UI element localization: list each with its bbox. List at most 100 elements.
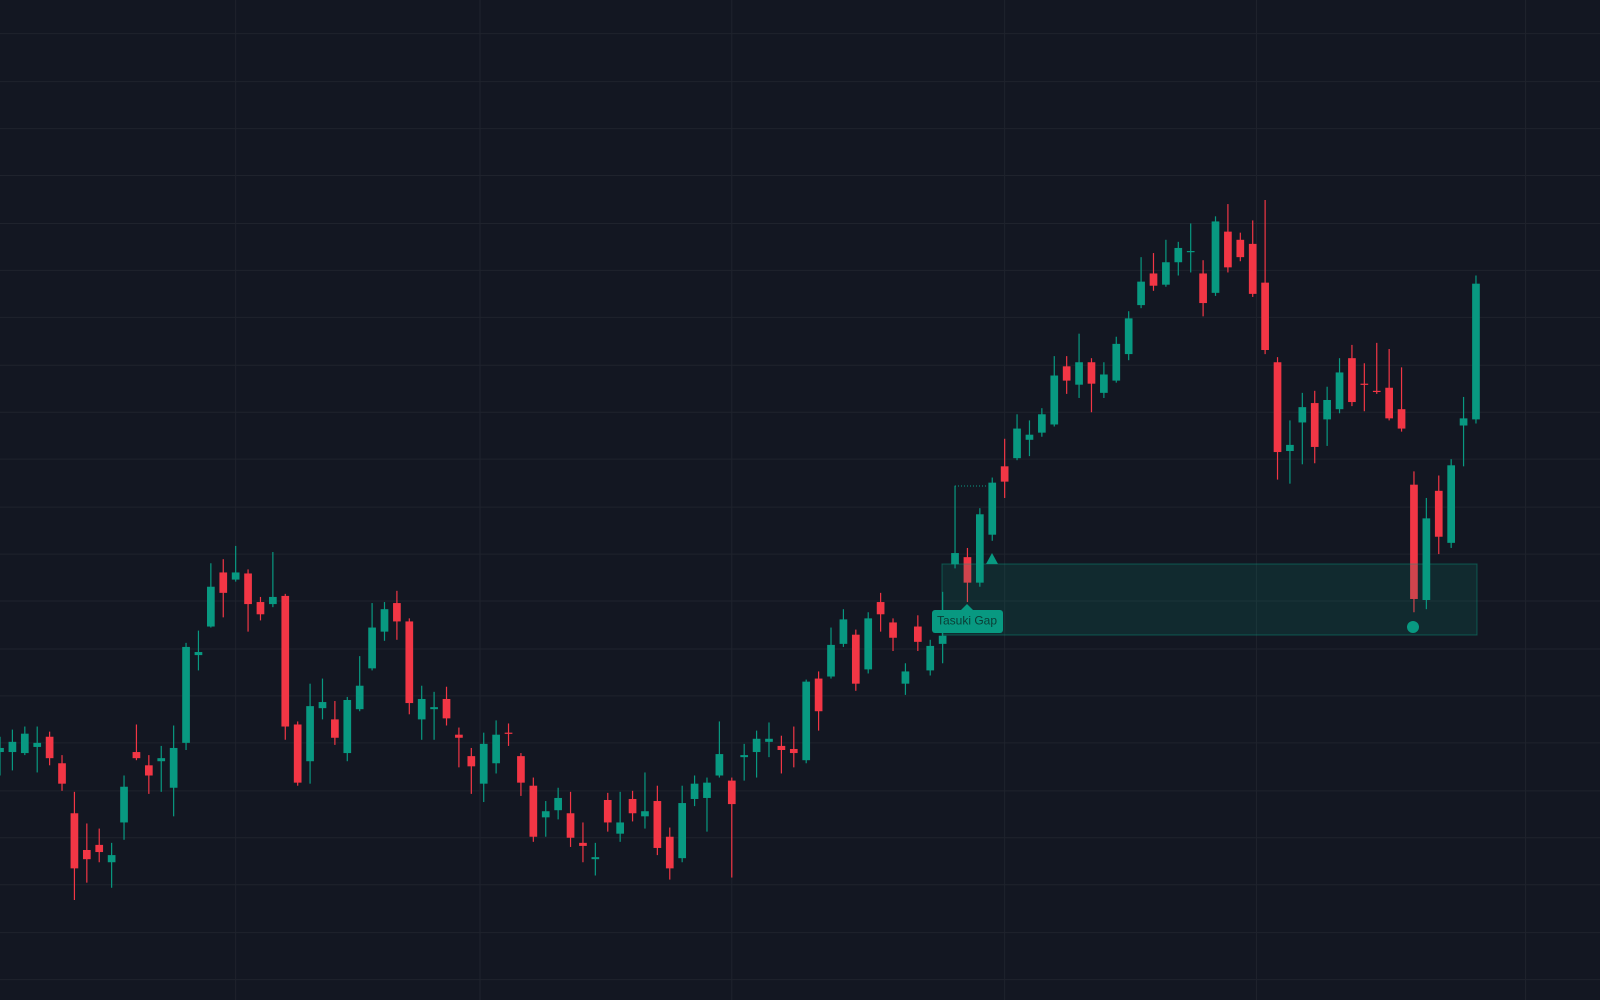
candle-body [839,619,848,644]
candle-body [889,622,897,638]
candle-body [1385,387,1393,419]
candle-body [417,698,426,720]
candle-body [690,783,699,799]
candle-body [876,602,885,615]
candle-body [231,572,240,580]
candle-body [219,572,228,593]
candle-body [1372,390,1381,393]
candle-body [1013,428,1021,459]
pattern-label[interactable]: Tasuki Gap [937,614,997,628]
candle-body [169,747,178,788]
candle-body [95,844,104,853]
candle-body [988,482,997,535]
candle-body [1472,283,1480,420]
candle-body [107,855,116,863]
candle-body [715,754,724,776]
candle-body [1397,409,1406,429]
candle-body [1186,251,1195,253]
candle-body [343,700,352,754]
candle-body [1038,414,1046,433]
candle-body [331,719,339,738]
pattern-marker [986,553,998,564]
candle-body [455,734,463,738]
candle-body [70,813,79,869]
candle-body [256,602,265,615]
candle-body [678,803,687,859]
candle-body [1236,239,1245,258]
candle-body [579,842,587,846]
label-box[interactable] [932,610,1003,633]
candle-body [529,785,538,837]
candle-body [1162,262,1170,285]
candle-body [976,514,984,583]
pattern-end-dot [1407,621,1419,633]
candles [0,200,1480,900]
candle-body [120,786,128,823]
candle-body [194,652,203,656]
candle-body [442,698,451,719]
candle-body [479,743,488,784]
pattern-overlay: Tasuki Gap [932,485,1478,636]
candle-body [1447,465,1456,543]
candle-body [355,685,364,710]
candle-body [752,738,761,753]
candle-body [306,706,314,762]
candle-body [504,732,513,734]
candle-body [1286,444,1294,452]
candle-body [951,553,959,565]
candle-body [430,707,438,710]
candle-body [926,645,935,671]
candle-body [1149,273,1158,286]
candle-body [628,798,637,814]
candle-body [318,702,327,709]
candle-body [1360,383,1369,385]
candle-body [1100,374,1108,393]
candle-body [566,813,575,838]
candle-body [1075,362,1083,385]
candle-body [665,836,674,869]
candle-body [789,748,798,754]
candle-body [1323,400,1331,420]
candle-body [1174,247,1183,263]
candle-body [938,635,947,644]
candle-body [616,822,624,834]
candle-body [1000,466,1009,482]
label-pointer [961,604,973,610]
candle-body [517,756,525,783]
candle-body [467,756,476,767]
candle-body [814,678,823,712]
candle-body [1224,231,1232,268]
candle-body [603,800,612,823]
candle-body [1335,372,1344,410]
candle-body [1348,358,1356,403]
candle-body [380,609,389,632]
candle-body [1124,318,1133,355]
candle-body [157,758,166,762]
candle-body [8,741,17,753]
candle-body [1211,221,1220,293]
candle-body [703,782,711,798]
candle-body [864,618,873,670]
candle-body [182,646,190,743]
candle-body [1459,418,1468,426]
candle-body [1025,434,1034,440]
candle-body [1298,407,1307,423]
candle-body [765,738,773,742]
candle-body [492,734,500,764]
candle-body [802,681,811,761]
candle-body [901,671,910,684]
candle-body [1273,362,1282,453]
candle-body [1137,281,1145,306]
candle-body [0,747,4,753]
candle-body [58,763,66,784]
candle-body [1248,243,1257,294]
candle-body [1410,484,1418,599]
candle-body [1112,343,1121,381]
candle-body [269,596,277,605]
candle-body [727,780,736,805]
candle-body [82,850,91,860]
